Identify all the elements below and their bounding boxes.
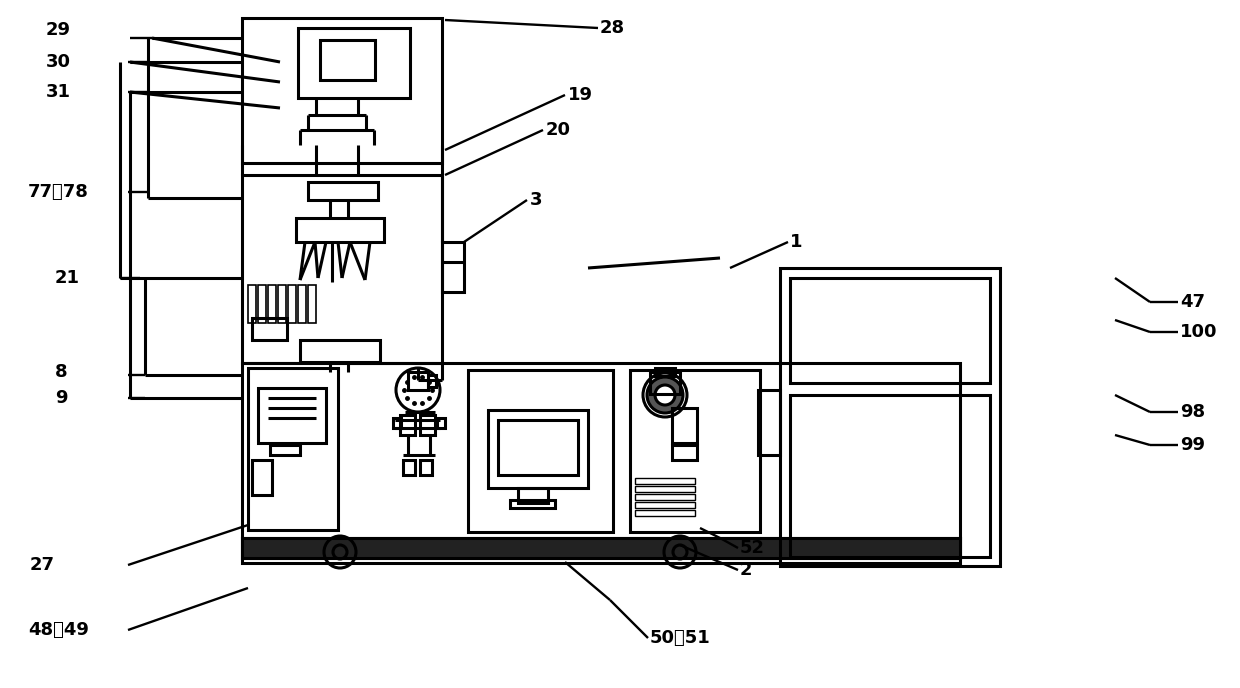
Bar [248,368,339,530]
Bar [758,390,780,455]
Text: 27: 27 [30,556,55,574]
Bar [436,418,445,428]
Text: 30: 30 [46,53,71,71]
Bar [308,285,316,323]
Bar [252,318,286,340]
Bar [510,500,556,508]
Text: 48、49: 48、49 [29,621,89,639]
Bar [630,370,760,532]
Bar [441,242,464,292]
Text: 9: 9 [55,389,67,407]
Text: 20: 20 [546,121,570,139]
Bar [242,18,441,163]
Bar [248,285,255,323]
Bar [467,370,613,532]
Bar [650,372,680,394]
Bar [298,285,306,323]
Bar [635,486,694,492]
Text: 47: 47 [1180,293,1205,311]
Bar [252,460,272,495]
Text: 99: 99 [1180,436,1205,454]
Text: 29: 29 [46,21,71,39]
Bar [672,445,697,460]
Bar [242,363,960,563]
Bar [242,538,960,558]
Bar [420,460,432,475]
Bar [780,268,999,566]
Bar [242,538,960,558]
Bar [258,285,267,323]
Text: 19: 19 [568,86,593,104]
Bar [790,395,990,557]
Text: 28: 28 [600,19,625,37]
Circle shape [655,385,675,405]
Bar [278,285,286,323]
Bar [393,418,401,428]
Bar [296,218,384,242]
Text: 77、78: 77、78 [29,183,89,201]
Bar [635,510,694,516]
Bar [420,415,435,435]
Text: 3: 3 [529,191,542,209]
Bar [635,478,694,484]
Bar [408,372,428,390]
Text: 100: 100 [1180,323,1218,341]
Bar [655,368,675,376]
Bar [308,182,378,200]
Bar [790,278,990,383]
Text: 8: 8 [55,363,68,381]
Bar [242,175,441,363]
Circle shape [647,377,683,413]
Bar [268,285,277,323]
Bar [428,375,436,387]
Bar [288,285,296,323]
Bar [518,488,548,503]
Bar [635,502,694,508]
Bar [401,415,415,435]
Text: 21: 21 [55,269,81,287]
Bar [258,388,326,443]
Bar [300,340,379,362]
Text: 52: 52 [740,539,765,557]
Text: 31: 31 [46,83,71,101]
Bar [270,445,300,455]
Bar [672,408,697,443]
Bar [403,460,415,475]
Text: 50、51: 50、51 [650,629,711,647]
Text: 2: 2 [740,561,753,579]
Bar [498,420,578,475]
Text: 98: 98 [1180,403,1205,421]
Text: 1: 1 [790,233,802,251]
Bar [635,494,694,500]
Bar [489,410,588,488]
Bar [298,28,410,98]
Bar [320,40,374,80]
